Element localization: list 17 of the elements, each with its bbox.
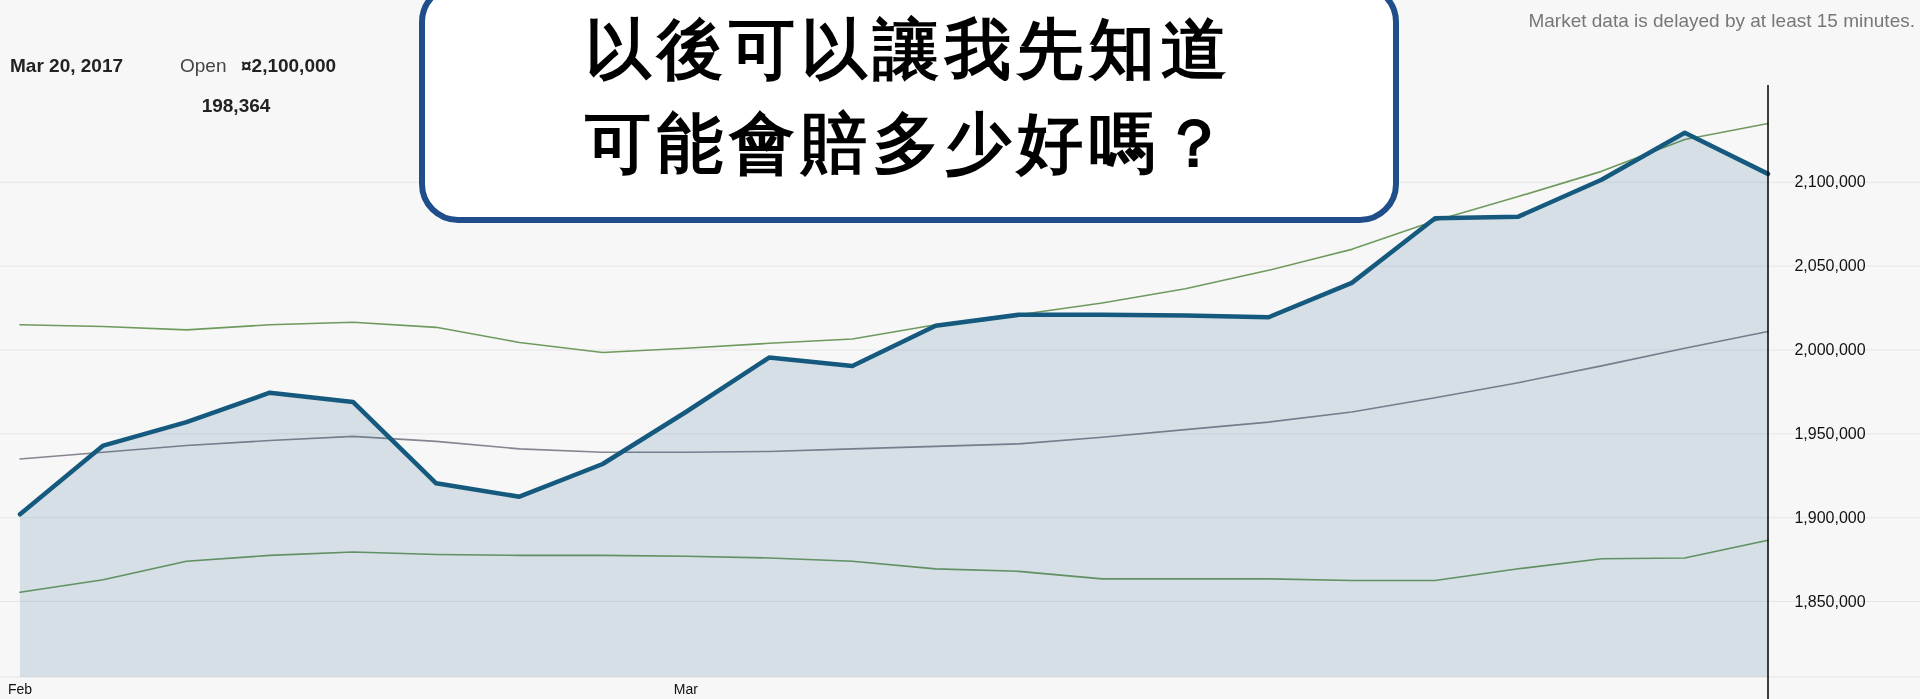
y-tick-label: 2,100,000: [1794, 173, 1866, 191]
annotation: 以後可以讓我先知道: [585, 11, 1233, 88]
text: ¤2,100,000: [241, 55, 337, 76]
y-tick-label: 1,850,000: [1794, 592, 1866, 610]
annotation: 可能會賠多少好嗎？: [584, 105, 1233, 182]
x-tick-label: Feb: [7, 681, 33, 697]
line-series: [19, 330, 1769, 460]
y-tick-label: 1,950,000: [1794, 424, 1866, 442]
text: Open: [180, 55, 227, 76]
y-tick-label: 2,050,000: [1794, 257, 1866, 275]
annotation: 198,364: [201, 95, 271, 116]
y-tick-label: 2,000,000: [1794, 340, 1866, 358]
x-tick-label: Mar: [673, 681, 699, 697]
text: Mar 20, 2017: [10, 55, 124, 76]
line-series: [19, 539, 1769, 594]
y-tick-label: 1,900,000: [1794, 508, 1866, 526]
text: Market data is delayed by at least 15 minutes.: [1528, 10, 1915, 31]
